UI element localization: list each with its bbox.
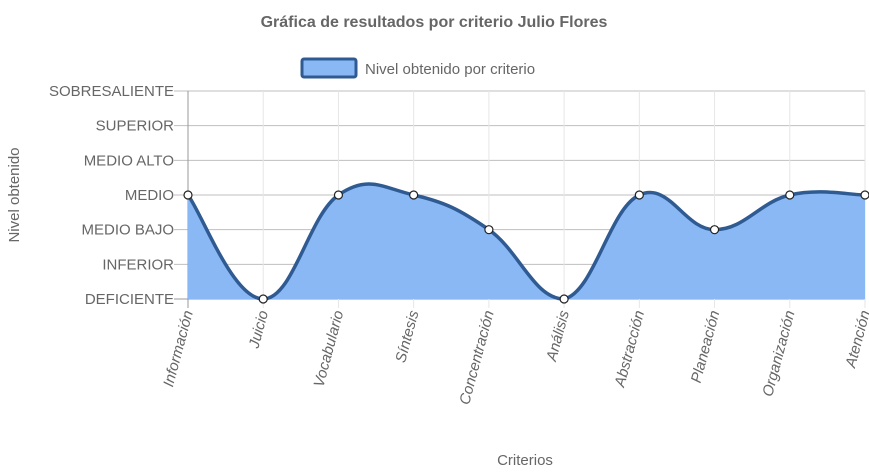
data-point[interactable]	[860, 190, 869, 200]
x-tick-label: Juicio	[245, 309, 272, 351]
data-point[interactable]	[484, 225, 494, 235]
y-tick-label: MEDIO BAJO	[81, 222, 174, 239]
x-axis-ticks: Información Juicio Vocabulario Síntesis Conc…	[160, 308, 869, 406]
series-area	[186, 182, 866, 301]
y-tick-label: SOBRESALIENTE	[49, 83, 174, 100]
legend[interactable]: Nivel obtenido por criterio	[300, 57, 535, 79]
x-tick-label: Abstracción	[611, 309, 648, 390]
x-tick-label: Atención	[842, 309, 869, 371]
data-point[interactable]	[785, 190, 795, 200]
chart-title: Gráfica de resultados por criterio Julio…	[261, 14, 608, 31]
x-tick-label: Información	[160, 309, 197, 389]
y-tick-label: MEDIO ALTO	[84, 152, 174, 169]
x-tick-label: Organización	[759, 309, 798, 399]
y-axis-ticks: DEFICIENTE INFERIOR MEDIO BAJO MEDIO MEDIO A…	[49, 83, 174, 308]
series-fill	[188, 184, 865, 299]
data-point[interactable]	[559, 294, 569, 304]
y-tick-label: DEFICIENTE	[85, 291, 174, 308]
data-point[interactable]	[709, 225, 720, 235]
y-tick-label: MEDIO	[125, 187, 174, 204]
x-tick-label: Planeación	[688, 309, 724, 385]
legend-label: Nivel obtenido por criterio	[365, 61, 535, 78]
data-point[interactable]	[333, 190, 344, 200]
data-point[interactable]	[634, 190, 644, 200]
y-tick-label: SUPERIOR	[96, 118, 175, 135]
legend-swatch	[300, 57, 358, 79]
x-tick-label: Análisis	[543, 308, 573, 364]
data-point[interactable]	[183, 190, 193, 200]
x-axis-label: Criterios	[497, 452, 553, 469]
x-tick-label: Concentración	[456, 309, 497, 407]
y-axis-label: Nivel obtenido	[6, 147, 23, 242]
data-point[interactable]	[409, 190, 419, 200]
y-tick-label: INFERIOR	[102, 256, 174, 273]
data-point[interactable]	[258, 294, 268, 304]
series-line	[186, 182, 866, 301]
data-points	[183, 190, 869, 304]
x-tick-label: Vocabulario	[311, 309, 348, 389]
x-tick-label: Síntesis	[392, 308, 422, 364]
